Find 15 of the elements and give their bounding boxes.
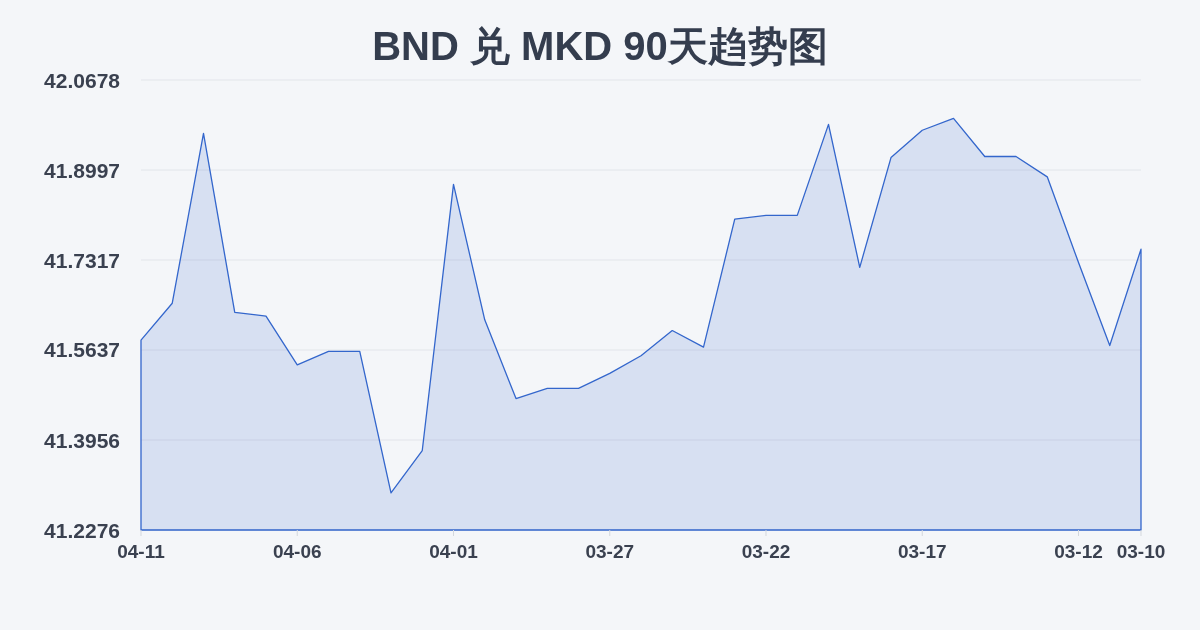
y-tick-label: 41.5637	[44, 338, 120, 362]
y-tick-label: 41.7317	[44, 248, 120, 272]
y-tick-label: 41.3956	[44, 428, 120, 452]
chart-title: BND 兑 MKD 90天趋势图	[372, 24, 828, 68]
x-tick-label: 03-12	[1054, 541, 1103, 562]
y-tick-label: 41.8997	[44, 158, 120, 182]
x-tick-label: 03-27	[585, 541, 635, 562]
x-tick-label: 04-01	[429, 541, 479, 562]
y-tick-label: 42.0678	[44, 68, 121, 92]
x-tick-label: 04-06	[272, 541, 322, 562]
y-tick-label: 41.2276	[44, 518, 120, 542]
x-tick-label: 03-22	[741, 541, 791, 562]
x-tick-label: 04-11	[117, 541, 166, 562]
x-tick-label: 03-10	[1116, 541, 1166, 562]
x-tick-label: 03-17	[897, 541, 947, 562]
